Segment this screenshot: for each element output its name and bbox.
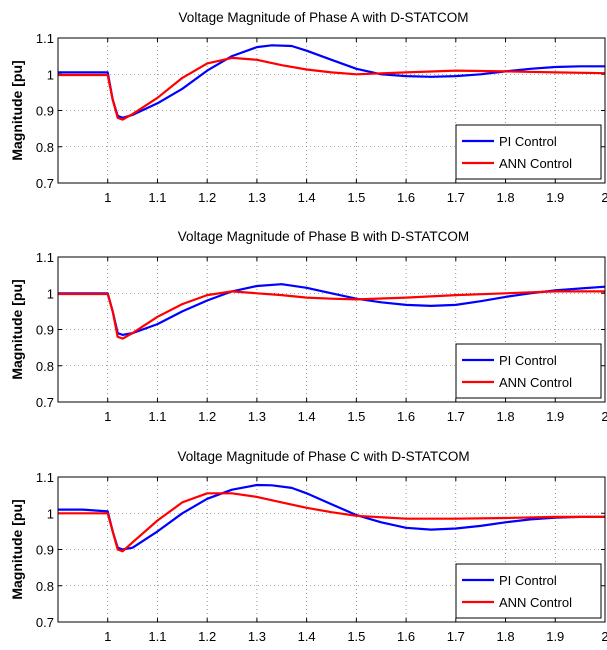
x-tick-label: 1.2: [198, 190, 216, 205]
legend-label: PI Control: [499, 134, 557, 149]
x-tick-label: 1.4: [298, 629, 316, 644]
legend-box: [455, 343, 602, 399]
legend-label: PI Control: [499, 353, 557, 368]
legend-label: ANN Control: [499, 156, 572, 171]
x-tick-label: 2: [601, 629, 607, 644]
legend-label: ANN Control: [499, 595, 572, 610]
x-tick-label: 1.9: [546, 629, 564, 644]
legend: PI Control ANN Control: [455, 343, 602, 399]
y-tick-label: 0.8: [36, 579, 54, 594]
y-tick-label: 0.7: [36, 615, 54, 630]
y-axis-label: Magnitude [pu]: [9, 499, 25, 599]
chart-title: Voltage Magnitude of Phase A with D-STAT…: [179, 10, 469, 25]
x-tick-label: 2: [601, 190, 607, 205]
series-line-pi-control: [58, 283, 605, 336]
x-tick-label: 1.1: [148, 629, 166, 644]
x-tick-label: 1: [104, 629, 111, 644]
x-tick-label: 1.5: [347, 409, 365, 424]
x-tick-label: 1.8: [497, 409, 515, 424]
x-tick-label: 1.6: [397, 629, 415, 644]
y-tick-label: 0.9: [36, 543, 54, 558]
x-tick-label: 1.2: [198, 629, 216, 644]
y-tick-label: 0.7: [36, 176, 54, 191]
series-line-ann-control: [58, 56, 605, 121]
y-axis-label: Magnitude [pu]: [9, 279, 25, 379]
y-tick-label: 1: [47, 286, 54, 301]
y-tick-label: 1.1: [36, 470, 54, 485]
y-axis-label: Magnitude [pu]: [9, 60, 25, 160]
y-tick-label: 1.1: [36, 31, 54, 46]
x-tick-label: 1.5: [347, 629, 365, 644]
chart-title: Voltage Magnitude of Phase C with D-STAT…: [177, 449, 469, 464]
axes-box: [57, 256, 606, 403]
legend-label: ANN Control: [499, 375, 572, 390]
axes-box: [57, 37, 606, 184]
x-tick-label: 1.2: [198, 409, 216, 424]
x-tick-label: 1.7: [447, 629, 465, 644]
x-tick-label: 1.8: [497, 629, 515, 644]
x-tick-label: 1: [104, 409, 111, 424]
x-tick-label: 1.8: [497, 190, 515, 205]
chart-title: Voltage Magnitude of Phase B with D-STAT…: [178, 229, 469, 244]
x-tick-label: 1.1: [148, 190, 166, 205]
chart-panel-3: Voltage Magnitude of Phase C with D-STAT…: [9, 449, 607, 644]
x-tick-label: 1.6: [397, 409, 415, 424]
y-tick-label: 0.7: [36, 395, 54, 410]
y-tick-label: 0.9: [36, 323, 54, 338]
chart-panel-1: Voltage Magnitude of Phase A with D-STAT…: [9, 10, 607, 205]
legend-label: PI Control: [499, 573, 557, 588]
legend: PI Control ANN Control: [455, 124, 602, 180]
x-tick-label: 1.1: [148, 409, 166, 424]
series-line-ann-control: [58, 290, 605, 340]
y-tick-label: 0.9: [36, 104, 54, 119]
y-tick-label: 1: [47, 506, 54, 521]
x-tick-label: 1.7: [447, 409, 465, 424]
x-tick-label: 1.5: [347, 190, 365, 205]
series-line-ann-control: [58, 492, 605, 553]
axes-box: [57, 476, 606, 623]
x-tick-label: 1.3: [248, 409, 266, 424]
x-tick-label: 1.9: [546, 409, 564, 424]
series-line-pi-control: [58, 483, 605, 551]
legend-box: [455, 563, 602, 619]
x-tick-label: 1: [104, 190, 111, 205]
x-tick-label: 1.7: [447, 190, 465, 205]
x-tick-label: 1.4: [298, 409, 316, 424]
x-tick-label: 1.9: [546, 190, 564, 205]
x-tick-label: 1.3: [248, 629, 266, 644]
legend-box: [455, 124, 602, 180]
y-tick-label: 1: [47, 67, 54, 82]
legend: PI Control ANN Control: [455, 563, 602, 619]
y-tick-label: 1.1: [36, 250, 54, 265]
chart-panel-2: Voltage Magnitude of Phase B with D-STAT…: [9, 229, 607, 424]
x-tick-label: 1.6: [397, 190, 415, 205]
x-tick-label: 1.3: [248, 190, 266, 205]
x-tick-label: 2: [601, 409, 607, 424]
y-tick-label: 0.8: [36, 140, 54, 155]
y-tick-label: 0.8: [36, 359, 54, 374]
x-tick-label: 1.4: [298, 190, 316, 205]
